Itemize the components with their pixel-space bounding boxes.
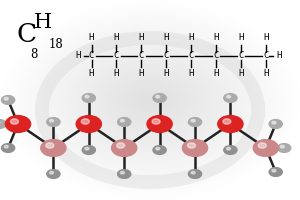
- Circle shape: [218, 116, 243, 132]
- Circle shape: [47, 118, 60, 126]
- Circle shape: [120, 171, 124, 174]
- Circle shape: [253, 140, 278, 156]
- Text: 18: 18: [48, 38, 63, 51]
- Circle shape: [76, 116, 101, 132]
- Text: H: H: [238, 70, 244, 78]
- Text: H: H: [213, 33, 219, 43]
- Circle shape: [112, 140, 137, 156]
- Circle shape: [4, 97, 8, 100]
- Circle shape: [188, 170, 202, 178]
- Circle shape: [118, 170, 131, 178]
- Circle shape: [156, 147, 160, 150]
- Text: H: H: [139, 70, 144, 78]
- Circle shape: [226, 95, 230, 98]
- Text: C: C: [188, 51, 194, 60]
- Text: H: H: [89, 33, 94, 43]
- Circle shape: [82, 146, 95, 154]
- Circle shape: [0, 120, 6, 128]
- Text: H: H: [139, 33, 144, 43]
- Text: H: H: [188, 33, 194, 43]
- Text: C: C: [263, 51, 268, 60]
- Circle shape: [82, 94, 95, 102]
- Text: H: H: [238, 33, 244, 43]
- Text: C: C: [114, 51, 119, 60]
- Circle shape: [272, 121, 276, 124]
- Circle shape: [153, 146, 166, 154]
- Circle shape: [153, 94, 166, 102]
- Circle shape: [223, 119, 231, 124]
- Circle shape: [2, 96, 15, 104]
- Circle shape: [85, 147, 89, 150]
- Circle shape: [269, 120, 282, 128]
- Circle shape: [224, 94, 237, 102]
- Text: C: C: [213, 51, 219, 60]
- Circle shape: [152, 119, 160, 124]
- Circle shape: [47, 170, 60, 178]
- Circle shape: [269, 168, 282, 176]
- Circle shape: [117, 143, 125, 148]
- Circle shape: [118, 118, 131, 126]
- Circle shape: [81, 119, 89, 124]
- Circle shape: [188, 143, 196, 148]
- Text: H: H: [164, 33, 169, 43]
- Text: H: H: [164, 70, 169, 78]
- Circle shape: [280, 145, 284, 148]
- Text: H: H: [188, 70, 194, 78]
- Circle shape: [41, 140, 66, 156]
- Circle shape: [191, 119, 195, 122]
- Text: C: C: [164, 51, 169, 60]
- Circle shape: [11, 119, 19, 124]
- Text: C: C: [139, 51, 144, 60]
- Circle shape: [5, 116, 31, 132]
- Circle shape: [278, 144, 291, 152]
- Circle shape: [50, 171, 53, 174]
- Text: 8: 8: [30, 47, 37, 60]
- Circle shape: [46, 143, 54, 148]
- Text: C: C: [89, 51, 94, 60]
- Text: H: H: [89, 70, 94, 78]
- Circle shape: [188, 118, 202, 126]
- Text: H: H: [263, 33, 268, 43]
- Circle shape: [226, 147, 230, 150]
- Circle shape: [191, 171, 195, 174]
- Text: C: C: [17, 21, 37, 46]
- Text: H: H: [213, 70, 219, 78]
- Text: H: H: [34, 14, 52, 32]
- Circle shape: [224, 146, 237, 154]
- Circle shape: [182, 140, 208, 156]
- Circle shape: [272, 169, 276, 172]
- Circle shape: [85, 95, 89, 98]
- Text: C: C: [238, 51, 244, 60]
- Circle shape: [258, 143, 266, 148]
- Circle shape: [50, 119, 53, 122]
- Circle shape: [2, 144, 15, 152]
- Circle shape: [4, 145, 8, 148]
- Text: H: H: [276, 51, 281, 60]
- Text: H: H: [263, 70, 268, 78]
- Circle shape: [156, 95, 160, 98]
- Circle shape: [147, 116, 172, 132]
- Text: H: H: [114, 70, 119, 78]
- Text: H: H: [76, 51, 81, 60]
- Circle shape: [120, 119, 124, 122]
- Text: H: H: [114, 33, 119, 43]
